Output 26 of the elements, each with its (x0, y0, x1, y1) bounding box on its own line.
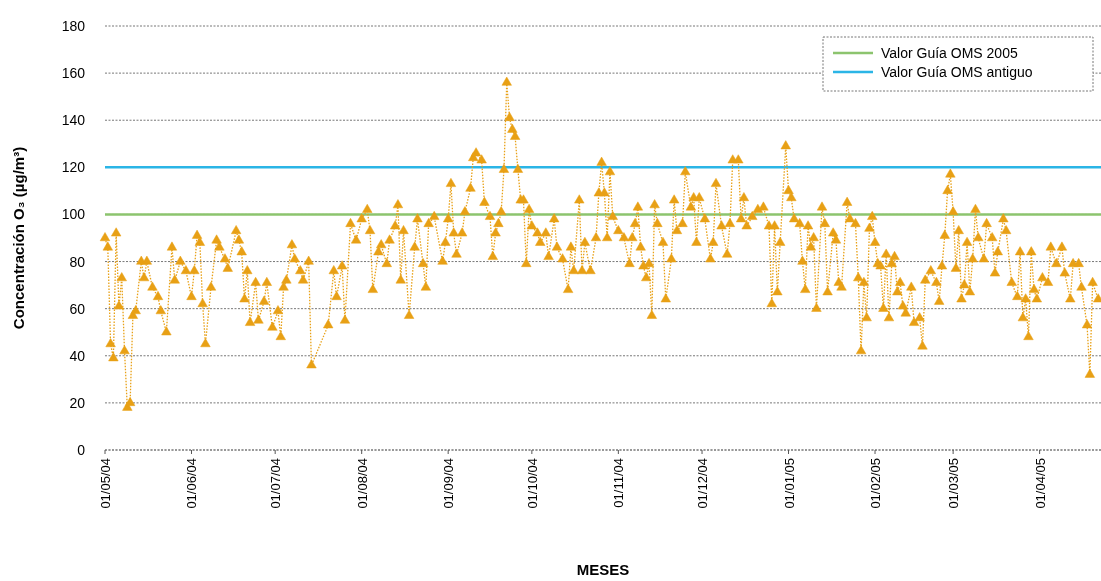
y-tick-label: 40 (69, 347, 86, 364)
y-tick-label: 120 (61, 159, 86, 176)
x-tick-label: 01/02/05 (868, 458, 884, 509)
x-tick-label: 01/11/04 (611, 458, 627, 508)
x-tick-label: 01/12/04 (695, 458, 711, 509)
y-tick-label: 180 (61, 18, 86, 34)
y-tick-label: 160 (61, 65, 86, 82)
y-tick-label: 80 (69, 253, 86, 270)
x-tick-label: 01/09/04 (441, 458, 457, 509)
y-tick-label: 100 (61, 206, 86, 223)
x-tick-label: 01/04/05 (1032, 458, 1048, 509)
x-tick-label: 01/05/04 (98, 458, 113, 509)
x-tick-label: 01/03/05 (946, 458, 962, 509)
y-tick-label: 60 (69, 300, 86, 317)
y-tick-label: 0 (77, 442, 86, 458)
y-axis-title: Concentración O₃ (µg/m³) (10, 146, 27, 330)
x-tick-label: 01/01/05 (781, 458, 797, 509)
legend-label: Valor Guía OMS 2005 (881, 45, 1018, 61)
legend-label: Valor Guía OMS antiguo (881, 64, 1033, 80)
x-tick-label: 01/08/04 (354, 458, 370, 509)
x-tick-label: 01/10/04 (524, 458, 540, 509)
y-tick-label: 140 (61, 112, 86, 129)
x-tick-label: 01/07/04 (268, 458, 284, 509)
x-tick-label: 01/06/04 (184, 458, 200, 509)
x-axis-title: MESES (576, 561, 630, 578)
y-tick-label: 20 (69, 394, 86, 411)
